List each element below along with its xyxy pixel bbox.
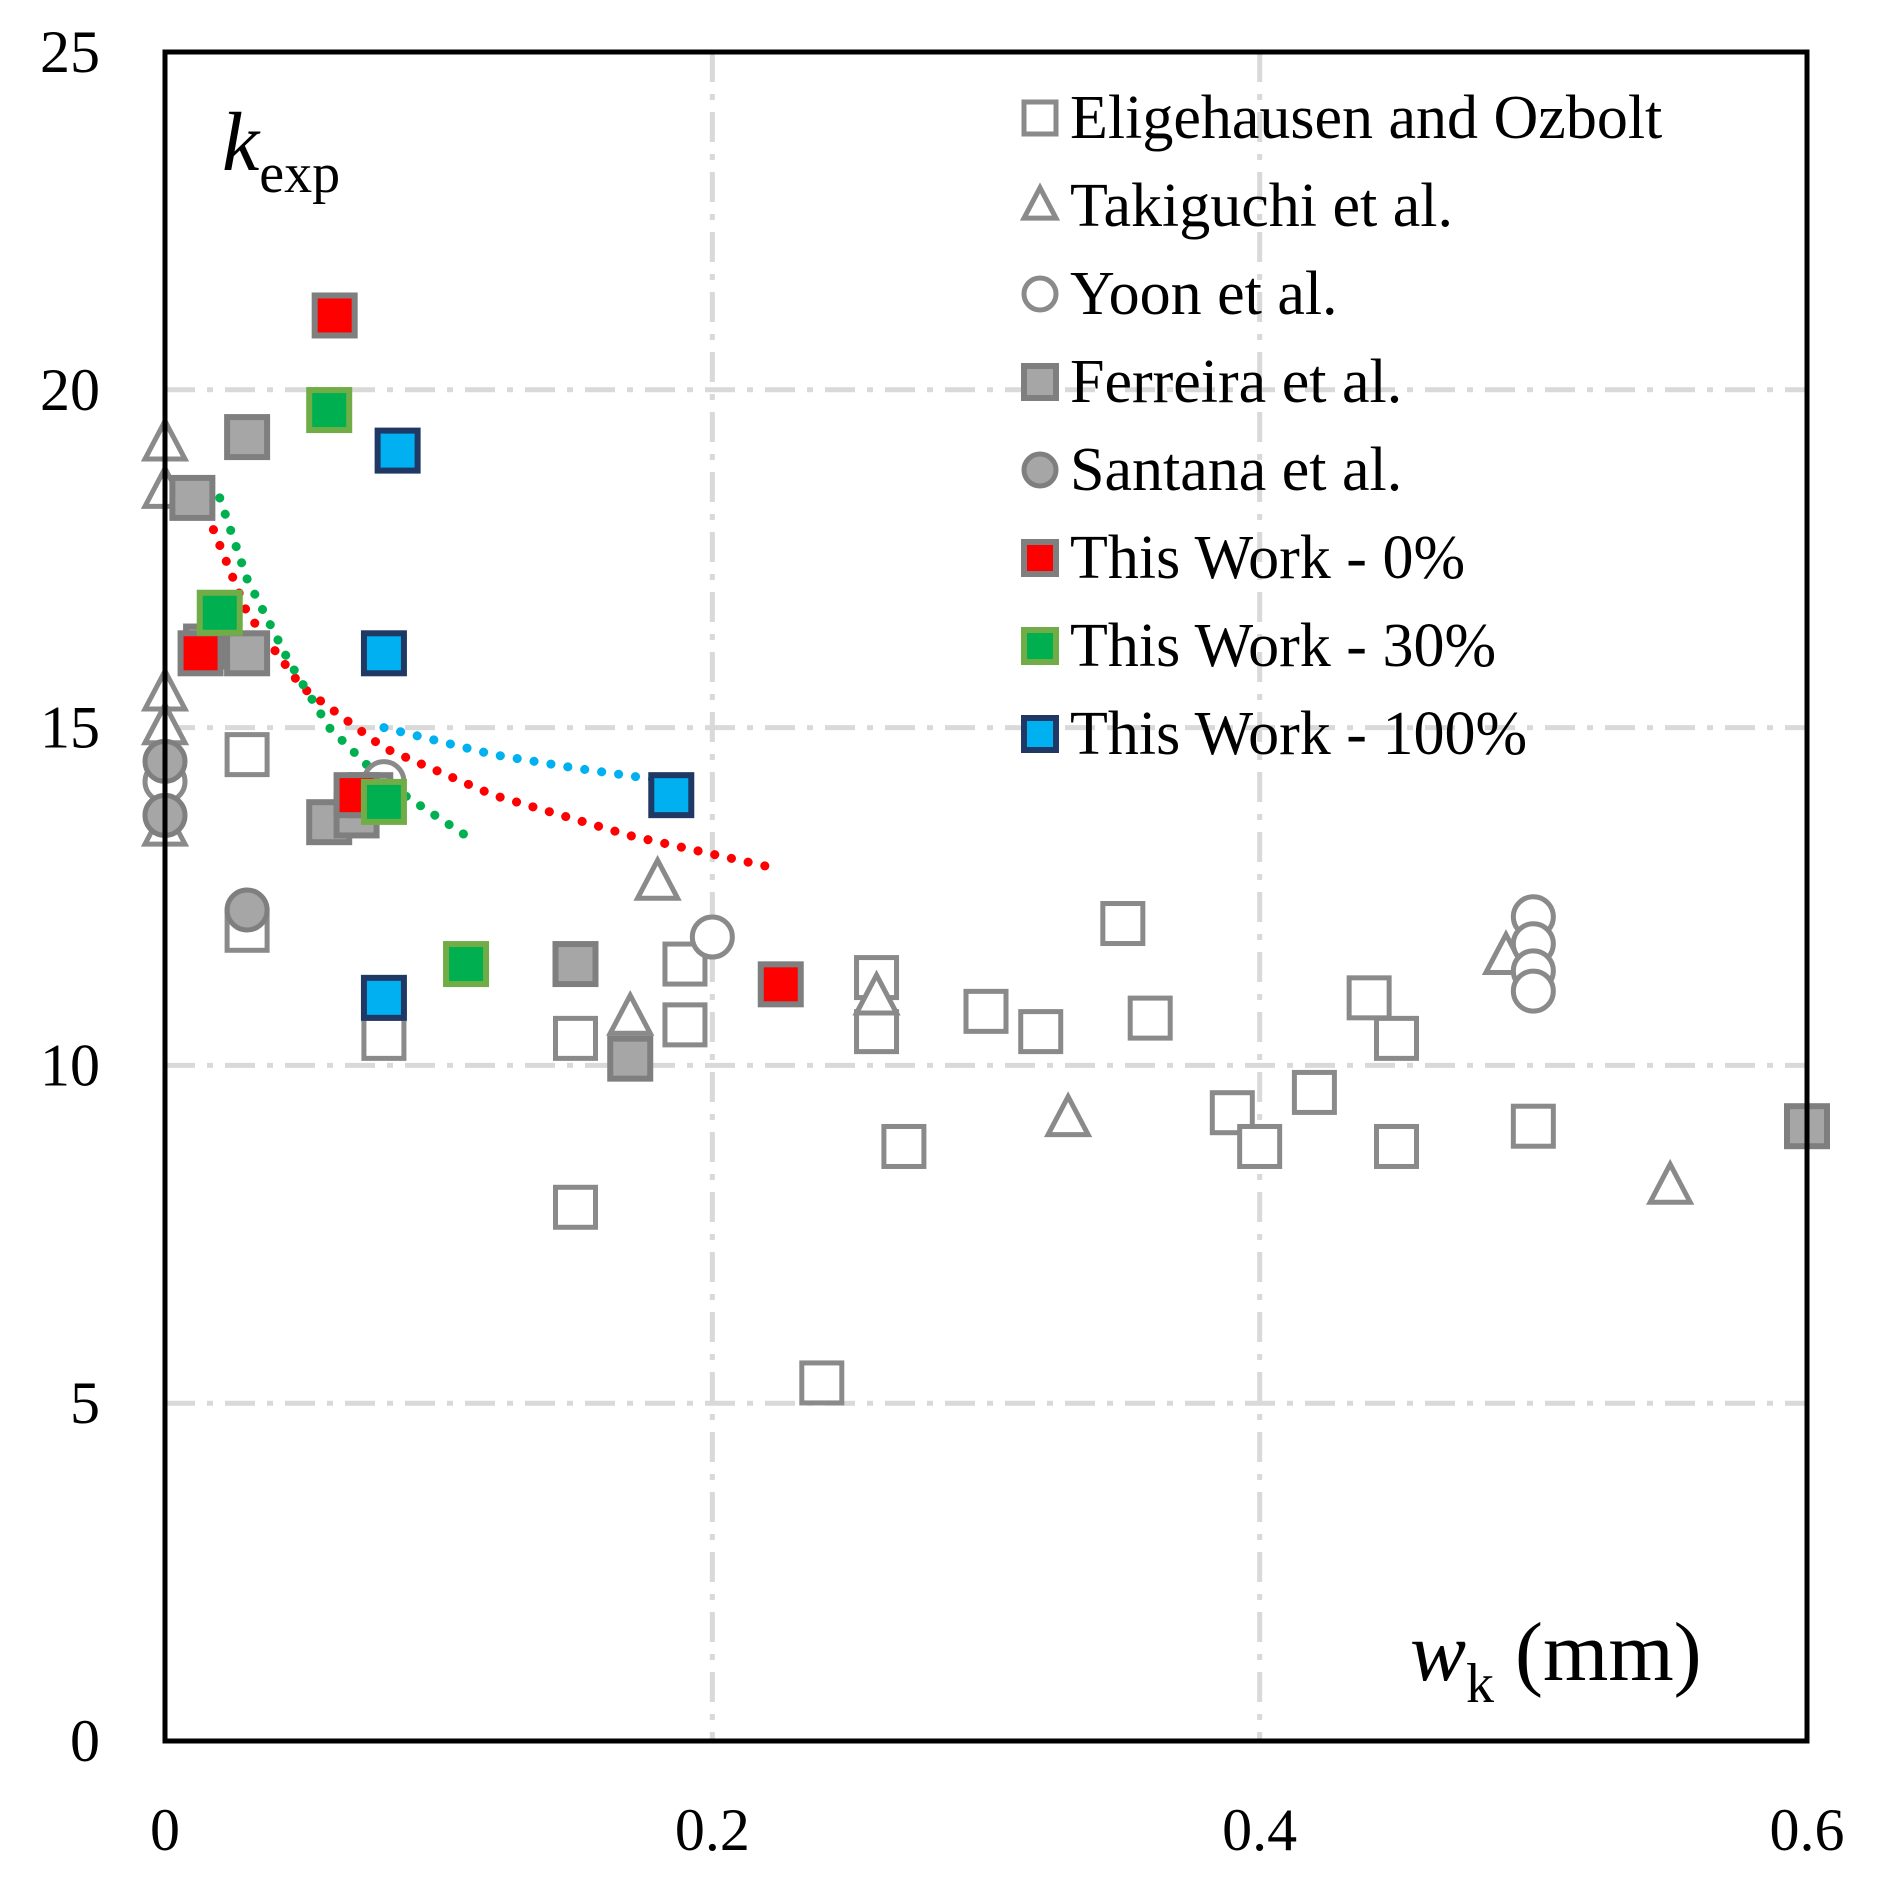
legend-marker-2 [1021, 275, 1059, 313]
point-series-6-3 [443, 941, 490, 988]
x-tick-label: 0 [150, 1797, 180, 1863]
point-series-2-2 [689, 914, 735, 960]
legend-label-6: This Work - 30% [1070, 612, 1496, 680]
point-series-1-5 [606, 989, 655, 1036]
point-series-6-2 [360, 778, 407, 825]
legend-label-3: Ferreira et al. [1070, 348, 1402, 416]
point-series-6-0 [306, 387, 353, 434]
point-series-3-7 [552, 941, 599, 988]
data-points [140, 292, 1830, 1406]
point-series-0-17 [1291, 1069, 1337, 1115]
y-tick-label: 5 [70, 1370, 100, 1436]
legend-marker-5 [1021, 539, 1059, 577]
x-tick-label: 0.2 [675, 1797, 750, 1863]
legend: Eligehausen and Ozbolt Takiguchi et al. Yo… [1019, 84, 1662, 768]
legend-marker-0 [1021, 99, 1059, 137]
point-series-0-2 [361, 1015, 407, 1061]
point-series-0-20 [1374, 1123, 1419, 1169]
point-series-3-3 [224, 630, 271, 677]
x-axis-title: wk (mm) [1410, 1606, 1702, 1715]
y-tick-label: 25 [40, 19, 100, 85]
legend-marker-1 [1019, 182, 1061, 221]
point-series-0-3 [553, 1015, 598, 1061]
point-series-0-6 [662, 1002, 708, 1048]
point-series-0-21 [1510, 1103, 1556, 1149]
trendline-series-5 [196, 493, 786, 874]
point-series-1-6 [633, 854, 682, 901]
y-tick-label: 20 [40, 357, 100, 423]
legend-marker-4 [1021, 451, 1059, 489]
point-series-7-3 [648, 772, 695, 819]
legend-marker-6 [1021, 627, 1059, 665]
point-series-6-1 [196, 589, 243, 636]
point-series-1-7 [852, 969, 901, 1016]
legend-marker-7 [1021, 715, 1059, 753]
x-tick-label: 0.6 [1770, 1797, 1845, 1863]
plot-area-frame [162, 49, 1810, 1744]
grid-lines [165, 52, 1807, 1741]
point-series-5-1 [177, 630, 224, 677]
point-series-0-12 [1018, 1009, 1064, 1055]
point-series-1-8 [1043, 1091, 1093, 1138]
y-tick-label: 10 [40, 1032, 100, 1098]
point-series-0-15 [1209, 1090, 1255, 1136]
point-series-0-13 [1100, 901, 1146, 947]
point-series-0-0 [224, 732, 270, 778]
point-series-5-3 [757, 961, 804, 1008]
x-axis-ticks: 0 0.2 0.4 0.6 [150, 1797, 1845, 1863]
point-series-2-6 [1510, 968, 1556, 1014]
point-series-0-19 [1374, 1015, 1419, 1061]
point-series-1-10 [1646, 1158, 1695, 1205]
trendline-series-6 [215, 493, 471, 841]
legend-label-2: Yoon et al. [1070, 260, 1338, 328]
legend-label-7: This Work - 100% [1070, 700, 1527, 768]
x-axis-title-sub: k [1466, 1653, 1494, 1715]
y-tick-label: 0 [70, 1708, 100, 1774]
point-series-5-0 [311, 292, 358, 339]
point-series-0-11 [963, 988, 1009, 1034]
point-series-7-1 [360, 630, 407, 677]
y-tick-label: 15 [40, 695, 100, 761]
legend-marker-3 [1021, 363, 1059, 401]
point-series-7-0 [374, 427, 421, 474]
trendline-series-7 [379, 723, 676, 787]
point-series-0-18 [1346, 975, 1392, 1021]
point-series-3-1 [224, 414, 271, 461]
y-axis-title: kexp [222, 96, 340, 205]
legend-label-4: Santana et al. [1070, 436, 1402, 504]
y-axis-ticks: 0 5 10 15 20 25 [40, 19, 100, 1774]
x-axis-title-unit: (mm) [1494, 1606, 1702, 1699]
trend-lines [196, 493, 786, 874]
point-series-4-2 [224, 887, 270, 933]
point-series-0-16 [1237, 1123, 1283, 1169]
point-series-0-4 [553, 1184, 598, 1230]
point-series-0-9 [854, 1009, 900, 1055]
y-axis-title-sub: exp [259, 143, 340, 205]
point-series-3-0 [169, 474, 216, 521]
point-series-0-10 [881, 1123, 927, 1169]
point-series-3-8 [607, 1035, 654, 1082]
point-series-0-7 [799, 1360, 845, 1406]
legend-label-1: Takiguchi et al. [1070, 172, 1453, 240]
legend-label-0: Eligehausen and Ozbolt [1070, 84, 1662, 152]
x-tick-label: 0.4 [1222, 1797, 1297, 1863]
point-series-7-2 [360, 974, 407, 1021]
legend-label-5: This Work - 0% [1070, 524, 1465, 592]
point-series-0-14 [1127, 995, 1173, 1041]
